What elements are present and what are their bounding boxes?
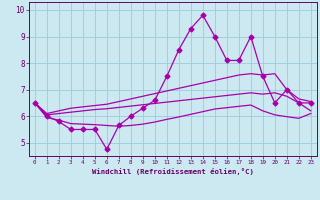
X-axis label: Windchill (Refroidissement éolien,°C): Windchill (Refroidissement éolien,°C) bbox=[92, 168, 254, 175]
